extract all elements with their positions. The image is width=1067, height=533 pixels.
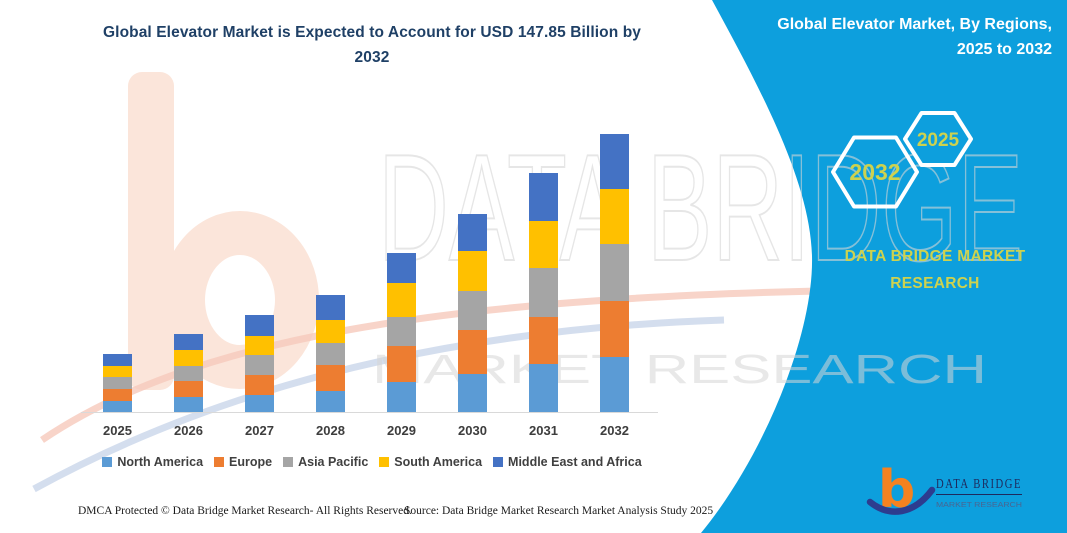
bar-segment-north-america (103, 400, 132, 413)
legend-label: Europe (229, 455, 273, 469)
hexagon-2032-label: 2032 (849, 159, 900, 185)
bar-2028 (316, 295, 345, 413)
bar-segment-asia-pacific (600, 243, 629, 301)
legend-swatch (214, 457, 225, 467)
watermark-b-bowl (161, 211, 319, 389)
bar-segment-north-america (245, 394, 274, 413)
bar-segment-europe (387, 346, 416, 382)
bar-segment-south-america (103, 366, 132, 377)
bar-segment-middle-east-and-africa (103, 353, 132, 367)
company-logo: b DATA BRIDGE MARKET RESEARCH (866, 460, 1022, 520)
hexagon-2025-label: 2025 (917, 130, 960, 151)
bar-segment-north-america (316, 390, 345, 413)
panel-title: Global Elevator Market, By Regions, 2025… (732, 12, 1052, 62)
panel-brand-line2: RESEARCH (890, 275, 980, 292)
bar-segment-europe (174, 380, 203, 397)
bar-segment-asia-pacific (103, 376, 132, 389)
bar-segment-north-america (458, 374, 487, 413)
x-axis-label-2026: 2026 (174, 423, 203, 438)
bar-segment-europe (245, 374, 274, 395)
legend-item-north-america: North America (102, 455, 203, 469)
footer-source-text: Source: Data Bridge Market Research Mark… (404, 505, 714, 517)
panel-title-line1: Global Elevator Market, By Regions, (777, 16, 1052, 33)
bar-segment-middle-east-and-africa (458, 214, 487, 251)
x-axis-label-2032: 2032 (600, 423, 629, 438)
legend-label: Middle East and Africa (508, 455, 642, 469)
x-axis-label-2029: 2029 (387, 423, 416, 438)
bar-segment-asia-pacific (316, 342, 345, 365)
legend-item-south-america: South America (379, 455, 482, 469)
bar-segment-south-america (245, 336, 274, 356)
chart-legend: North America Europe Asia Pacific South Ame… (58, 455, 686, 469)
footer-dmca-text: DMCA Protected © Data Bridge Market Rese… (78, 505, 412, 517)
bar-segment-europe (600, 300, 629, 357)
bar-segment-south-america (387, 283, 416, 318)
legend-swatch (283, 457, 294, 467)
bar-segment-north-america (174, 397, 203, 413)
bar-segment-asia-pacific (458, 291, 487, 331)
legend-item-asia-pacific: Asia Pacific (283, 455, 368, 469)
logo-tagline-text: MARKET RESEARCH (936, 500, 1022, 509)
chart-title-line1: Global Elevator Market is Expected to Ac… (103, 24, 641, 41)
logo-name-text: DATA BRIDGE (936, 477, 1022, 492)
bar-segment-middle-east-and-africa (316, 295, 345, 321)
bar-segment-north-america (387, 381, 416, 413)
x-axis-label-2027: 2027 (245, 423, 274, 438)
bar-2032 (600, 134, 629, 413)
legend-label: Asia Pacific (298, 455, 369, 469)
side-panel-background (701, 0, 1067, 533)
bar-segment-middle-east-and-africa (600, 134, 629, 189)
bar-segment-europe (529, 317, 558, 364)
bar-2030 (458, 214, 487, 413)
bar-2029 (387, 253, 416, 413)
bar-segment-south-america (174, 350, 203, 366)
bar-segment-middle-east-and-africa (174, 334, 203, 351)
legend-swatch (379, 457, 390, 467)
logo-swoosh-icon (866, 486, 936, 515)
bar-segment-asia-pacific (245, 355, 274, 375)
legend-item-europe: Europe (214, 455, 272, 469)
x-axis-label-2030: 2030 (458, 423, 487, 438)
bar-2031 (529, 173, 558, 413)
bar-2025 (103, 353, 132, 413)
bar-segment-asia-pacific (529, 268, 558, 317)
x-axis-label-2028: 2028 (316, 423, 345, 438)
x-axis-label-2025: 2025 (103, 423, 132, 438)
bar-segment-south-america (316, 320, 345, 343)
bar-segment-south-america (458, 250, 487, 292)
bar-segment-europe (458, 330, 487, 374)
x-axis-line (81, 412, 658, 413)
bar-segment-south-america (600, 188, 629, 244)
bar-segment-asia-pacific (387, 317, 416, 347)
bar-segment-middle-east-and-africa (529, 173, 558, 221)
panel-brand-text: DATA BRIDGE MARKET RESEARCH (826, 243, 1044, 297)
hexagon-2025 (903, 111, 973, 167)
legend-swatch (493, 457, 504, 467)
hexagon-2032 (831, 135, 919, 209)
legend-swatch (102, 457, 113, 467)
bar-segment-europe (316, 364, 345, 391)
chart-title: Global Elevator Market is Expected to Ac… (62, 20, 682, 70)
panel-title-line2: 2025 to 2032 (956, 41, 1052, 58)
bar-2026 (174, 334, 203, 413)
bar-segment-europe (103, 389, 132, 401)
bar-segment-north-america (600, 356, 629, 413)
bar-segment-north-america (529, 364, 558, 413)
x-axis-label-2031: 2031 (529, 423, 558, 438)
watermark-logo-b (128, 72, 319, 390)
bar-segment-middle-east-and-africa (387, 253, 416, 284)
legend-item-middle-east-and-africa: Middle East and Africa (493, 455, 642, 469)
bar-2027 (245, 315, 274, 413)
legend-label: South America (394, 455, 483, 469)
hexagon-badges: 2032 2025 (831, 111, 973, 209)
bar-segment-middle-east-and-africa (245, 315, 274, 337)
chart-title-line2: 2032 (354, 49, 390, 66)
panel-brand-line1: DATA BRIDGE MARKET (844, 248, 1026, 265)
bar-segment-south-america (529, 220, 558, 268)
bar-segment-asia-pacific (174, 365, 203, 381)
legend-label: North America (117, 455, 204, 469)
